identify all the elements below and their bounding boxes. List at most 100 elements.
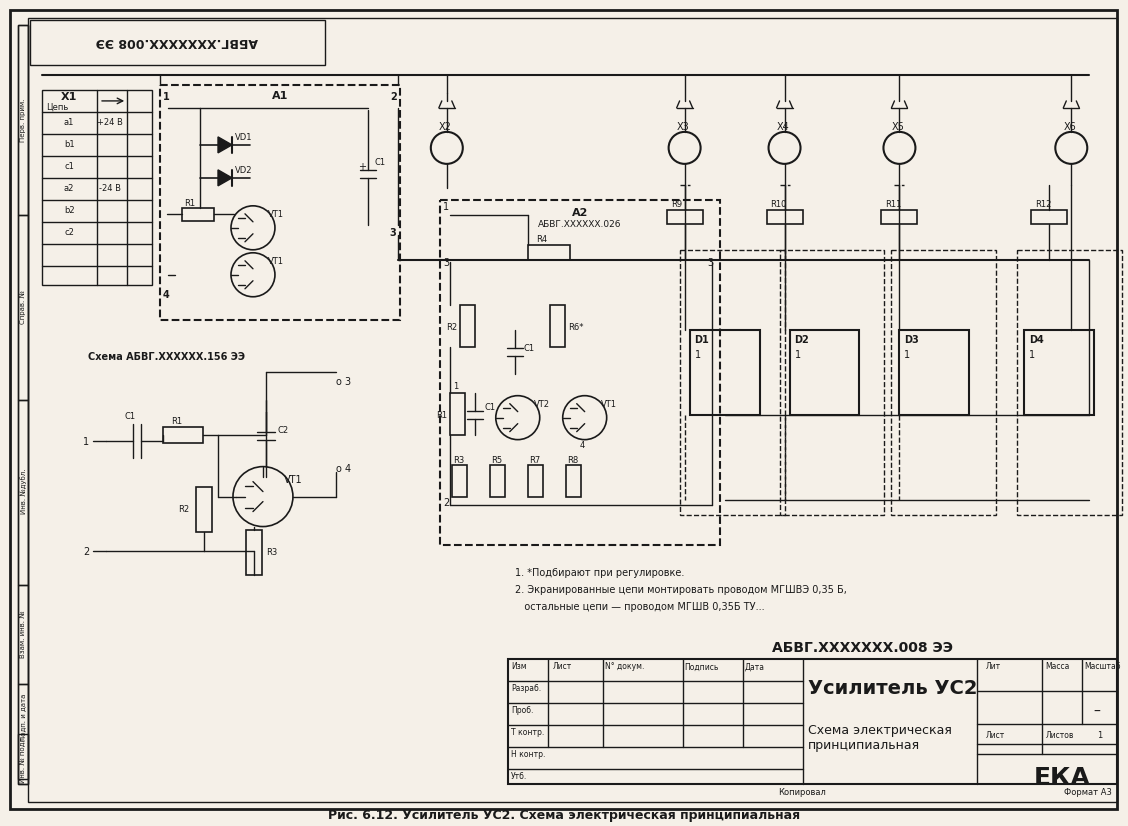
Text: 3: 3 <box>443 258 449 268</box>
Bar <box>1024 330 1094 415</box>
Text: R5: R5 <box>491 456 502 464</box>
Text: a1: a1 <box>64 118 74 127</box>
Bar <box>18 685 28 780</box>
Polygon shape <box>218 170 232 186</box>
Text: c1: c1 <box>64 163 74 171</box>
Bar <box>779 249 884 515</box>
Bar <box>689 330 759 415</box>
Text: +: + <box>358 162 365 172</box>
Text: Лит: Лит <box>986 662 1001 672</box>
Text: Перв. прим.: Перв. прим. <box>20 98 26 141</box>
Text: АБВГ.XXXXXXX.008 ЭЭ: АБВГ.XXXXXXX.008 ЭЭ <box>772 642 953 656</box>
Text: VD1: VD1 <box>235 133 253 142</box>
Text: +24 В: +24 В <box>97 118 123 127</box>
Bar <box>30 20 325 65</box>
Text: VD2: VD2 <box>235 166 253 175</box>
Bar <box>549 305 565 347</box>
Text: 1: 1 <box>794 349 801 359</box>
Text: Т контр.: Т контр. <box>511 729 544 738</box>
Text: R3: R3 <box>266 548 277 557</box>
Text: Инв. №дубл.: Инв. №дубл. <box>20 469 27 515</box>
Text: ЕКА: ЕКА <box>1034 767 1091 790</box>
Bar <box>881 210 917 224</box>
Text: X5: X5 <box>891 122 905 132</box>
Text: b1: b1 <box>64 140 74 150</box>
Text: Масса: Масса <box>1046 662 1069 672</box>
Text: R4: R4 <box>536 235 547 244</box>
Text: N° докум.: N° докум. <box>605 662 644 672</box>
Text: VT1: VT1 <box>601 400 617 409</box>
Text: Формат А3: Формат А3 <box>1065 788 1112 797</box>
Text: Листов: Листов <box>1046 731 1074 740</box>
Bar <box>160 85 399 320</box>
Bar <box>18 734 28 785</box>
Text: X3: X3 <box>677 122 689 132</box>
Text: Взам. инв. №: Взам. инв. № <box>20 610 26 658</box>
Text: VT1: VT1 <box>268 210 284 219</box>
Text: R8: R8 <box>566 456 578 464</box>
Text: A1: A1 <box>272 91 288 101</box>
Text: Копировал: Копировал <box>778 788 827 797</box>
Bar <box>196 487 212 532</box>
Text: Подпись: Подпись <box>685 662 719 672</box>
Text: X1: X1 <box>61 92 78 102</box>
Bar <box>528 244 570 260</box>
Text: R3: R3 <box>452 456 464 464</box>
Text: 4: 4 <box>580 440 585 449</box>
Text: Дата: Дата <box>744 662 765 672</box>
Bar <box>42 90 152 285</box>
Bar <box>164 427 203 443</box>
Text: Разраб.: Разраб. <box>511 685 541 694</box>
Bar <box>891 249 996 515</box>
Text: 1: 1 <box>1098 731 1102 740</box>
Text: Цепь: Цепь <box>46 103 69 112</box>
Text: VT2: VT2 <box>534 400 549 409</box>
Text: 2: 2 <box>83 547 89 557</box>
Bar <box>667 210 703 224</box>
Bar <box>440 200 720 544</box>
Text: R9: R9 <box>671 200 681 209</box>
Text: 2. Экранированные цепи монтировать проводом МГШВЭ 0,35 Б,: 2. Экранированные цепи монтировать прово… <box>514 585 847 595</box>
Text: 1: 1 <box>164 92 170 102</box>
Text: Инв. № подл.: Инв. № подл. <box>20 735 26 783</box>
Polygon shape <box>218 137 232 153</box>
Text: D2: D2 <box>794 335 809 344</box>
Text: Усилитель УС2: Усилитель УС2 <box>808 680 977 699</box>
Text: c2: c2 <box>64 228 74 237</box>
Text: C1: C1 <box>124 411 135 420</box>
Text: Изм: Изм <box>511 662 527 672</box>
Text: 1. *Подбирают при регулировке.: 1. *Подбирают при регулировке. <box>514 567 684 577</box>
Text: A2: A2 <box>572 208 588 218</box>
Bar <box>790 330 860 415</box>
Text: R1: R1 <box>171 416 182 425</box>
Text: Проб.: Проб. <box>511 706 534 715</box>
Text: C1: C1 <box>374 158 386 167</box>
Text: 1: 1 <box>905 349 910 359</box>
Text: Масштаб: Масштаб <box>1084 662 1121 672</box>
Text: Утб.: Утб. <box>511 772 527 781</box>
Text: Справ. №: Справ. № <box>20 290 26 324</box>
Text: Рис. 6.12. Усилитель УС2. Схема электрическая принципиальная: Рис. 6.12. Усилитель УС2. Схема электрич… <box>327 809 800 823</box>
Text: X4: X4 <box>776 122 790 132</box>
Text: X2: X2 <box>439 122 451 132</box>
Bar <box>679 249 785 515</box>
Text: 1: 1 <box>1030 349 1036 359</box>
Text: R2: R2 <box>446 323 457 332</box>
Text: 4: 4 <box>164 290 170 300</box>
Bar <box>460 305 475 347</box>
Text: остальные цепи — проводом МГШВ 0,35Б ТУ...: остальные цепи — проводом МГШВ 0,35Б ТУ.… <box>514 601 765 611</box>
Bar <box>1017 249 1122 515</box>
Bar <box>450 392 465 434</box>
Text: a2: a2 <box>64 184 74 193</box>
Text: 3: 3 <box>707 258 714 268</box>
Text: D4: D4 <box>1030 335 1045 344</box>
Text: Лист: Лист <box>986 731 1005 740</box>
Text: 1: 1 <box>695 349 700 359</box>
Text: 1: 1 <box>443 202 449 211</box>
Bar <box>18 25 28 215</box>
Text: D3: D3 <box>905 335 919 344</box>
Bar <box>1031 210 1067 224</box>
Text: 2: 2 <box>443 497 449 508</box>
Text: 2: 2 <box>390 92 397 102</box>
Text: C1: C1 <box>485 402 496 411</box>
